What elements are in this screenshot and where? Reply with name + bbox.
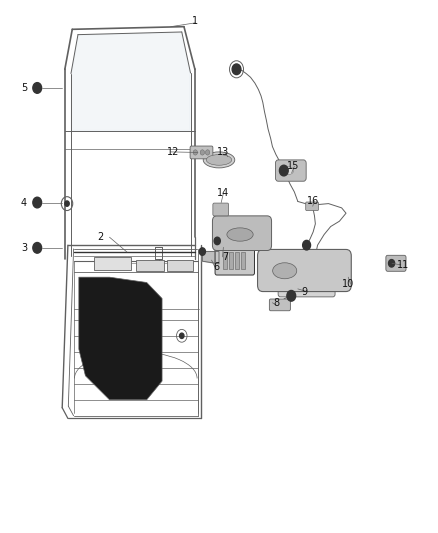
Polygon shape (202, 252, 219, 264)
FancyBboxPatch shape (276, 160, 306, 181)
Circle shape (205, 150, 210, 155)
Bar (223, 252, 227, 269)
Polygon shape (79, 277, 162, 400)
Text: 16: 16 (307, 196, 319, 206)
Circle shape (214, 237, 220, 245)
Bar (167, 260, 193, 271)
Text: 7: 7 (223, 252, 229, 262)
Ellipse shape (272, 263, 297, 279)
Bar (241, 252, 245, 269)
Ellipse shape (283, 166, 293, 175)
Circle shape (65, 201, 69, 206)
Text: 6: 6 (214, 262, 220, 271)
Circle shape (200, 150, 205, 155)
Circle shape (199, 248, 205, 255)
Text: 15: 15 (287, 161, 300, 171)
Text: 8: 8 (273, 298, 279, 308)
FancyBboxPatch shape (190, 146, 213, 159)
Text: 13: 13 (217, 147, 230, 157)
Ellipse shape (203, 152, 235, 168)
Text: 14: 14 (217, 189, 230, 198)
Circle shape (287, 290, 296, 301)
FancyBboxPatch shape (386, 255, 406, 271)
Circle shape (389, 260, 395, 267)
Text: 2: 2 (98, 232, 104, 242)
FancyBboxPatch shape (278, 281, 335, 297)
Text: 11: 11 (397, 260, 409, 270)
FancyBboxPatch shape (306, 202, 318, 211)
Circle shape (180, 333, 184, 338)
Circle shape (33, 243, 42, 253)
Text: 12: 12 (167, 147, 179, 157)
Circle shape (33, 197, 42, 208)
Circle shape (232, 64, 241, 75)
Circle shape (193, 150, 198, 155)
Ellipse shape (206, 155, 232, 165)
Circle shape (279, 165, 288, 176)
FancyBboxPatch shape (269, 299, 290, 311)
Text: 1: 1 (192, 17, 198, 26)
Circle shape (303, 240, 311, 250)
Text: 10: 10 (342, 279, 354, 288)
Bar (136, 260, 164, 271)
FancyBboxPatch shape (212, 216, 272, 251)
FancyBboxPatch shape (215, 245, 254, 275)
Bar (229, 252, 233, 269)
FancyBboxPatch shape (213, 203, 229, 216)
FancyBboxPatch shape (258, 249, 351, 292)
Circle shape (33, 83, 42, 93)
Bar (94, 257, 131, 270)
Bar (235, 252, 239, 269)
Text: 5: 5 (21, 83, 27, 93)
Text: 9: 9 (301, 287, 307, 296)
Ellipse shape (227, 228, 253, 241)
Polygon shape (71, 33, 190, 131)
Text: 3: 3 (21, 243, 27, 253)
Text: 4: 4 (21, 198, 27, 207)
